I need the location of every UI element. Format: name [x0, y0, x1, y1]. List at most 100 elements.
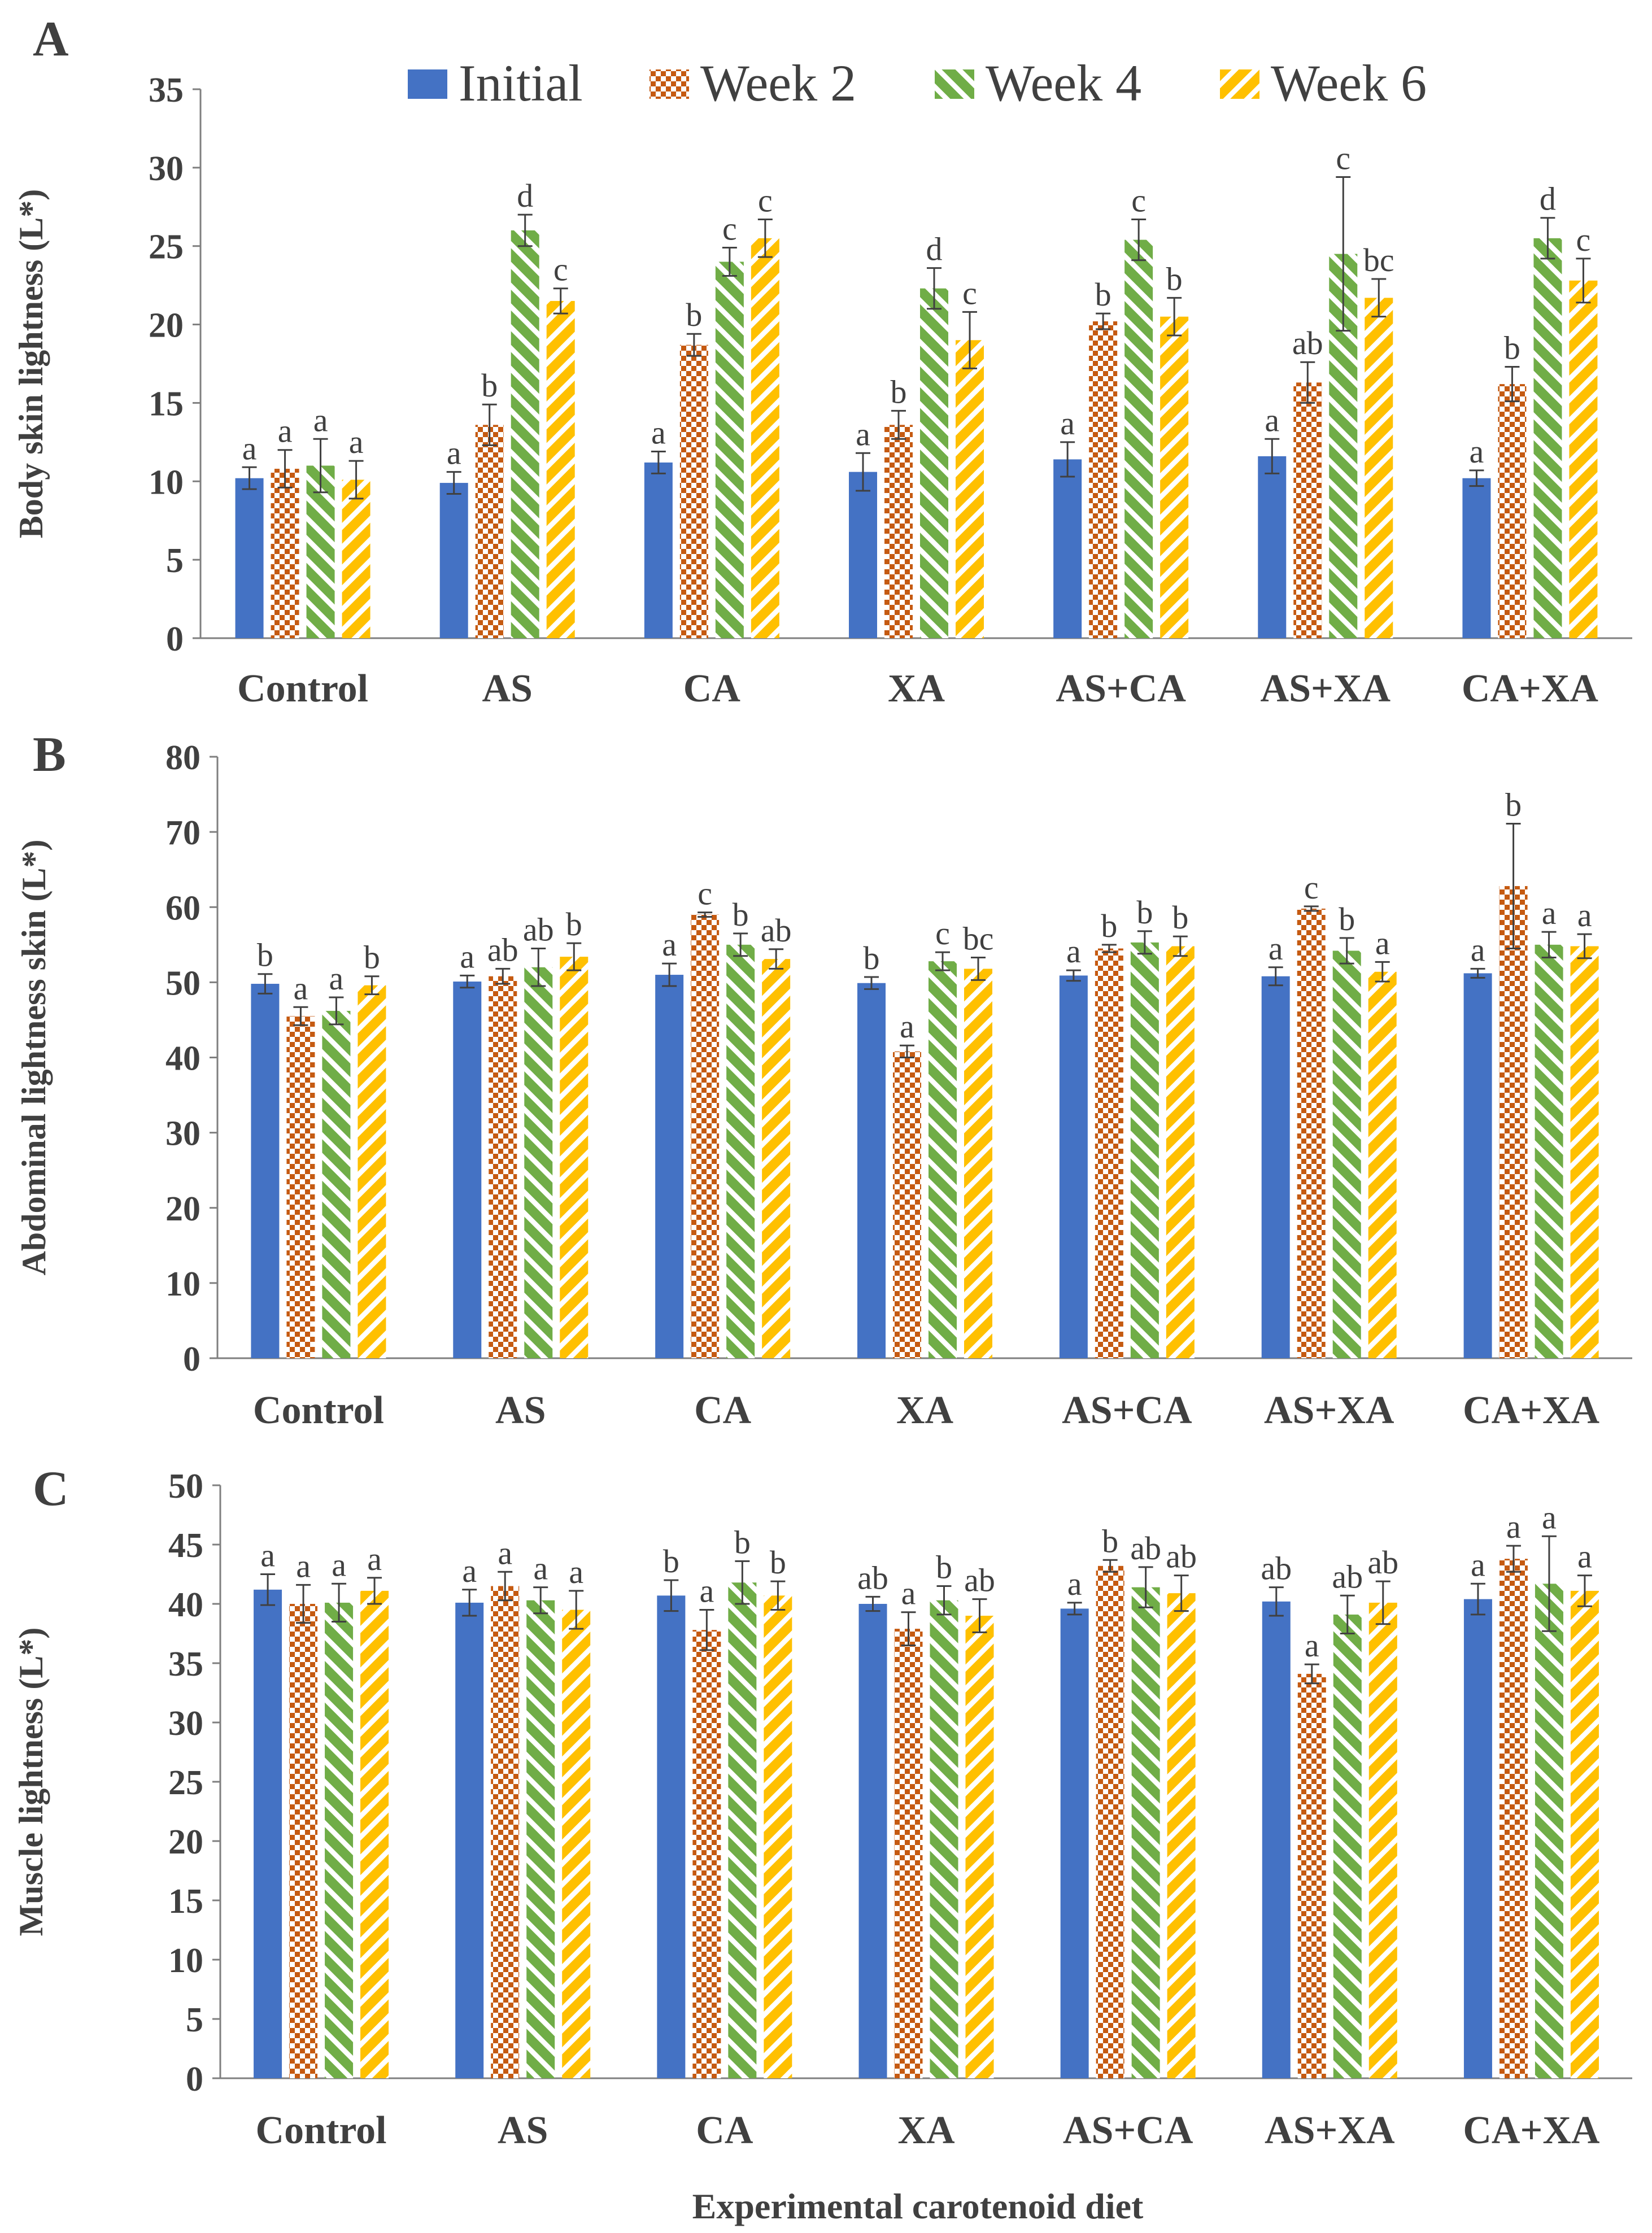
significance-label-week-2-as-plus-xa: c: [1304, 869, 1319, 906]
significance-label-week-6-as-plus-xa: bc: [1363, 242, 1394, 278]
bar-week-4-ca: [715, 261, 744, 638]
bar-week-6-xa: [964, 969, 992, 1358]
y-tick-label: 30: [168, 1704, 203, 1743]
bar-week-2-as-plus-xa: [1297, 908, 1326, 1358]
bar-initial-ca-plus-xa: [1462, 478, 1491, 638]
significance-label-initial-as-plus-ca: a: [1060, 405, 1075, 442]
significance-label-week-2-ca: a: [699, 1573, 714, 1610]
bar-week-2-control: [271, 469, 299, 638]
significance-label-week-4-as: d: [517, 177, 533, 214]
significance-label-initial-control: a: [242, 430, 257, 466]
bar-initial-xa: [849, 472, 877, 638]
y-tick-label: 0: [186, 2060, 203, 2099]
y-tick-label: 10: [168, 1942, 203, 1980]
bar-week-2-ca: [692, 1630, 721, 2078]
y-tick-label: 45: [168, 1527, 203, 1565]
significance-label-initial-as: a: [462, 1552, 477, 1589]
significance-label-week-6-as: b: [566, 906, 582, 943]
bar-week-4-as: [526, 1600, 555, 2078]
panel-b-abdominal-skin-chart: 0 10 20 30 40 50 60 70 80 Abdominal lightness ski…: [15, 739, 1632, 1432]
y-tick-label: 20: [168, 1823, 203, 1861]
legend-swatch-initial: [408, 69, 447, 99]
bar-week-6-as-plus-xa: [1368, 1602, 1397, 2078]
significance-label-initial-as-plus-xa: ab: [1261, 1550, 1292, 1587]
category-label-as-plus-xa: AS+XA: [1264, 1389, 1394, 1432]
category-label-ca-plus-xa: CA+XA: [1463, 2109, 1600, 2152]
y-tick-label: 80: [165, 739, 200, 777]
bar-week-6-as: [562, 1610, 591, 2078]
y-tick-label: 0: [166, 620, 184, 658]
significance-label-week-2-as-plus-xa: a: [1305, 1627, 1319, 1664]
y-tick-label: 5: [166, 542, 184, 580]
significance-label-week-2-as-plus-ca: b: [1095, 276, 1111, 313]
bar-week-6-as-plus-xa: [1368, 971, 1397, 1358]
y-tick-label: 0: [183, 1340, 200, 1379]
bar-week-2-xa: [894, 1629, 923, 2078]
category-label-as: AS: [482, 667, 532, 710]
y-tick-label: 35: [168, 1645, 203, 1684]
significance-label-week-4-ca: c: [722, 210, 737, 247]
significance-label-week-2-ca-plus-xa: b: [1504, 330, 1520, 367]
category-label-ca: CA: [694, 1389, 752, 1432]
category-label-xa: XA: [888, 667, 945, 710]
significance-label-week-6-as: c: [553, 251, 568, 288]
significance-label-week-6-as-plus-ca: b: [1172, 899, 1188, 936]
significance-label-week-4-as-plus-xa: b: [1339, 901, 1355, 937]
category-label-ca: CA: [683, 667, 741, 710]
significance-label-week-2-ca-plus-xa: a: [1506, 1508, 1521, 1545]
category-label-as-plus-xa: AS+XA: [1261, 667, 1391, 710]
bar-initial-ca-plus-xa: [1463, 1599, 1492, 2078]
significance-label-initial-ca-plus-xa: a: [1471, 931, 1485, 968]
bar-week-4-as-plus-xa: [1333, 1614, 1362, 2078]
significance-label-week-2-ca: c: [698, 875, 712, 912]
bar-week-6-control: [358, 985, 386, 1358]
category-label-control: Control: [256, 2109, 387, 2152]
significance-label-initial-ca-plus-xa: a: [1470, 433, 1484, 470]
significance-label-week-6-ca-plus-xa: a: [1577, 897, 1592, 934]
significance-label-week-6-as: a: [569, 1554, 583, 1590]
significance-label-initial-ca: b: [663, 1543, 679, 1580]
bar-week-4-control: [325, 1602, 354, 2078]
significance-label-week-6-control: b: [364, 939, 380, 976]
y-tick-label: 15: [149, 385, 184, 423]
panel-letter-b: B: [33, 727, 66, 782]
y-axis-title: Abdominal lightness skin (L*): [15, 840, 53, 1276]
significance-label-week-6-control: a: [349, 424, 364, 460]
y-tick-label: 10: [149, 463, 184, 501]
bar-week-2-as-plus-xa: [1297, 1673, 1326, 2078]
bar-week-2-control: [286, 1016, 315, 1358]
bar-initial-as-plus-xa: [1261, 976, 1290, 1358]
bar-initial-as-plus-xa: [1262, 1601, 1291, 2078]
y-tick-label: 50: [165, 964, 200, 1002]
significance-label-initial-as-plus-xa: a: [1269, 930, 1283, 967]
bar-week-2-control: [289, 1604, 318, 2078]
significance-label-week-4-as-plus-xa: c: [1336, 140, 1350, 177]
bar-week-2-ca-plus-xa: [1499, 1559, 1528, 2078]
significance-label-week-6-control: a: [367, 1541, 382, 1577]
category-label-as-plus-ca: AS+CA: [1062, 1389, 1192, 1432]
bar-week-4-as: [511, 230, 539, 638]
legend-swatch-week-4: [935, 69, 974, 99]
bar-week-4-as: [524, 967, 553, 1358]
significance-label-initial-control: b: [257, 937, 273, 974]
bar-week-6-ca: [751, 238, 779, 638]
bar-week-4-as-plus-ca: [1124, 239, 1153, 638]
significance-label-week-2-as: a: [498, 1534, 512, 1571]
bar-initial-as: [439, 483, 468, 638]
bar-week-4-xa: [920, 288, 948, 638]
bar-week-6-as: [560, 957, 589, 1358]
bar-week-2-as-plus-ca: [1095, 948, 1123, 1358]
bar-week-6-ca-plus-xa: [1569, 280, 1598, 639]
significance-label-week-4-control: a: [329, 960, 344, 997]
significance-label-initial-control: a: [260, 1537, 275, 1574]
significance-label-week-2-as-plus-ca: b: [1101, 908, 1117, 944]
significance-label-week-4-ca: b: [734, 1524, 751, 1560]
y-tick-label: 70: [165, 814, 200, 852]
category-label-as-plus-ca: AS+CA: [1063, 2109, 1193, 2152]
significance-label-week-4-ca-plus-xa: a: [1542, 1499, 1557, 1536]
significance-label-week-4-xa: c: [935, 915, 950, 952]
significance-label-week-2-xa: b: [891, 373, 907, 410]
significance-label-week-2-ca-plus-xa: b: [1505, 786, 1522, 823]
bar-initial-as-plus-xa: [1258, 456, 1287, 638]
significance-label-week-6-ca: c: [758, 182, 773, 219]
